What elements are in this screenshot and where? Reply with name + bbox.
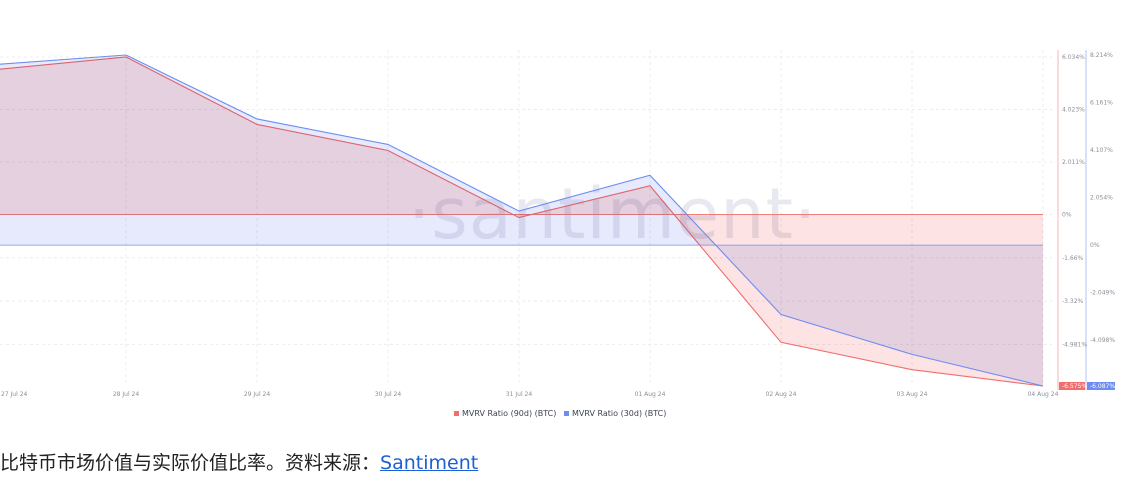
mvrv-30d-last-label: -6.087% bbox=[1090, 383, 1115, 390]
x-axis-tick-label: 29 Jul 24 bbox=[244, 391, 271, 398]
right-axis-tick-label: 8.214% bbox=[1090, 52, 1113, 59]
right-axis-tick-label: 0% bbox=[1090, 242, 1100, 249]
x-axis-tick-label: 31 Jul 24 bbox=[506, 391, 533, 398]
x-axis-tick-label: 01 Aug 24 bbox=[635, 391, 666, 398]
legend-label: MVRV Ratio (90d) (BTC) bbox=[462, 409, 556, 418]
left-axis-tick-label: 2.011% bbox=[1062, 159, 1085, 166]
x-axis-tick-label: 03 Aug 24 bbox=[897, 391, 928, 398]
left-axis-tick-label: 6.034% bbox=[1062, 54, 1085, 61]
series-areas bbox=[0, 54, 1044, 387]
x-axis-tick-label: 02 Aug 24 bbox=[766, 391, 797, 398]
legend-swatch bbox=[564, 411, 569, 416]
mvrv-30d-last-badge bbox=[1087, 382, 1115, 390]
mvrv-chart: ·santiment· 6.034%4.023%2.011%0%-1.66%-3… bbox=[0, 50, 1115, 418]
chart-legend: MVRV Ratio (90d) (BTC) MVRV Ratio (30d) (… bbox=[454, 409, 666, 418]
legend-label: MVRV Ratio (30d) (BTC) bbox=[572, 409, 666, 418]
left-axis-tick-label: -1.66% bbox=[1062, 255, 1084, 262]
caption-text: 比特币市场价值与实际价值比率。资料来源： bbox=[0, 452, 381, 474]
mvrv-30d-line bbox=[0, 54, 1044, 387]
mvrv-90d-last-badge bbox=[1059, 382, 1085, 390]
x-axis-tick-label: 04 Aug 24 bbox=[1028, 391, 1059, 398]
right-axis-tick-label: 4.107% bbox=[1090, 147, 1113, 154]
right-axis-tick-label: -2.049% bbox=[1090, 290, 1115, 297]
x-axis-tick-label: 30 Jul 24 bbox=[375, 391, 402, 398]
right-axis-tick-label: 2.054% bbox=[1090, 195, 1113, 202]
figure-caption: 比特币市场价值与实际价值比率。资料来源：Santiment bbox=[0, 448, 478, 475]
left-axis-tick-label: -4.981% bbox=[1062, 341, 1087, 348]
right-axis-tick-label: 6.161% bbox=[1090, 100, 1113, 107]
legend-swatch bbox=[454, 411, 459, 416]
left-axis-tick-label: 4.023% bbox=[1062, 106, 1085, 113]
mvrv-90d-last-label: -6.575% bbox=[1062, 383, 1087, 390]
left-axis-tick-label: -3.32% bbox=[1062, 298, 1084, 305]
chart-axes: 6.034% 4.023% 2.011% 0% -1.66% -3.32% -4.981% 8… bbox=[1, 50, 1115, 398]
x-axis-tick-label: 27 Jul 24 bbox=[1, 391, 28, 398]
x-axis-tick-label: 28 Jul 24 bbox=[113, 391, 140, 398]
left-axis-tick-label: 0% bbox=[1062, 211, 1072, 218]
mvrv-30d-area bbox=[0, 55, 1043, 386]
right-axis-tick-label: -4.098% bbox=[1090, 337, 1115, 344]
santiment-source-link[interactable]: Santiment bbox=[380, 452, 479, 474]
